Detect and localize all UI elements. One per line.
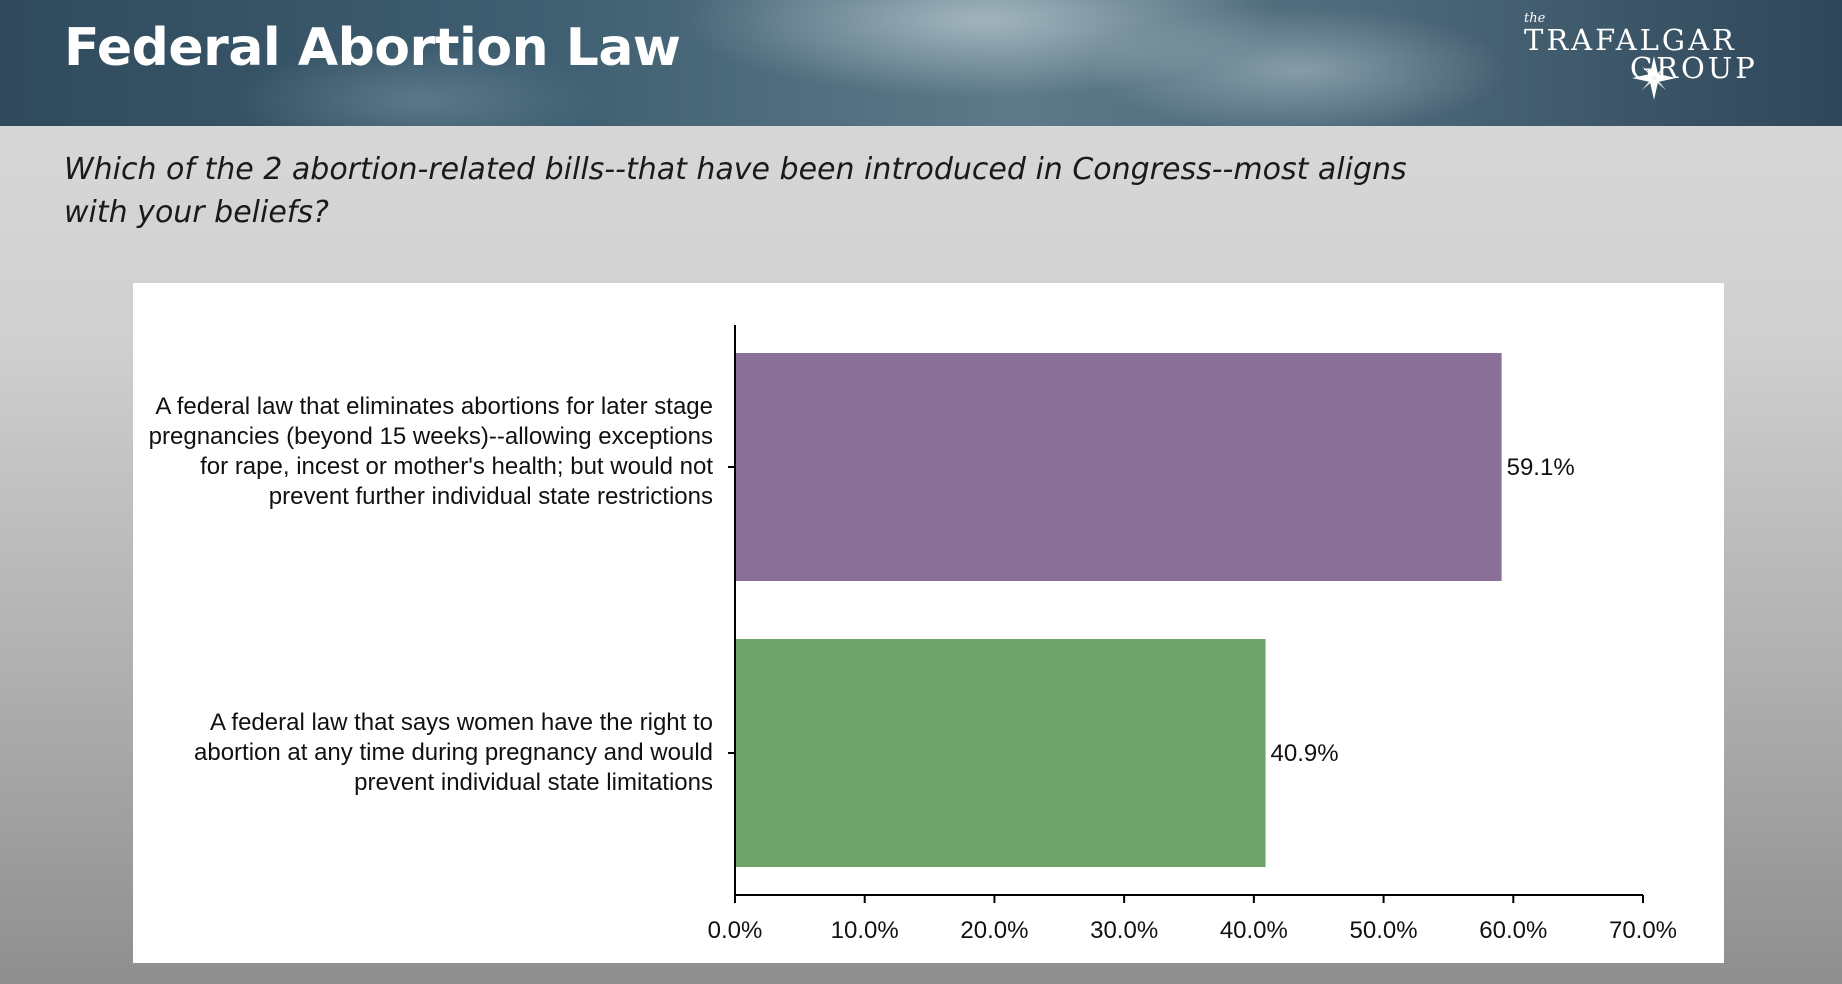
compass-star-icon	[1632, 56, 1676, 100]
x-tick-label: 10.0%	[831, 917, 899, 944]
x-tick-label: 60.0%	[1479, 917, 1547, 944]
page-title: Federal Abortion Law	[64, 18, 681, 78]
chart-panel: 59.1% 40.9% 0.0% 10.0% 20.0% 30.0% 40.0% 50.0% 6…	[133, 283, 1724, 963]
bar-1	[735, 353, 1502, 581]
bar-2	[735, 639, 1266, 867]
header-banner: Federal Abortion Law the TRAFALGAR GROUP	[0, 0, 1842, 126]
category-label: A federal law that says women have the r…	[194, 709, 713, 796]
trafalgar-group-logo: the TRAFALGAR GROUP	[1524, 11, 1755, 100]
survey-question: Which of the 2 abortion-related bills--t…	[64, 152, 1407, 230]
x-tick-label: 40.0%	[1220, 917, 1288, 944]
logo-small-text: the	[1524, 11, 1546, 26]
x-tick-label: 70.0%	[1609, 917, 1677, 944]
data-label-2: 40.9%	[1271, 740, 1339, 767]
bar-chart: 59.1% 40.9% 0.0% 10.0% 20.0% 30.0% 40.0% 50.0% 6…	[708, 325, 1677, 944]
x-tick-label: 0.0%	[708, 917, 763, 944]
category-label: A federal law that eliminates abortions …	[148, 393, 713, 510]
x-tick-label: 20.0%	[960, 917, 1028, 944]
x-tick-label: 50.0%	[1350, 917, 1418, 944]
logo-line1: TRAFALGAR	[1524, 23, 1737, 57]
data-label-1: 59.1%	[1507, 454, 1575, 481]
x-tick-label: 30.0%	[1090, 917, 1158, 944]
